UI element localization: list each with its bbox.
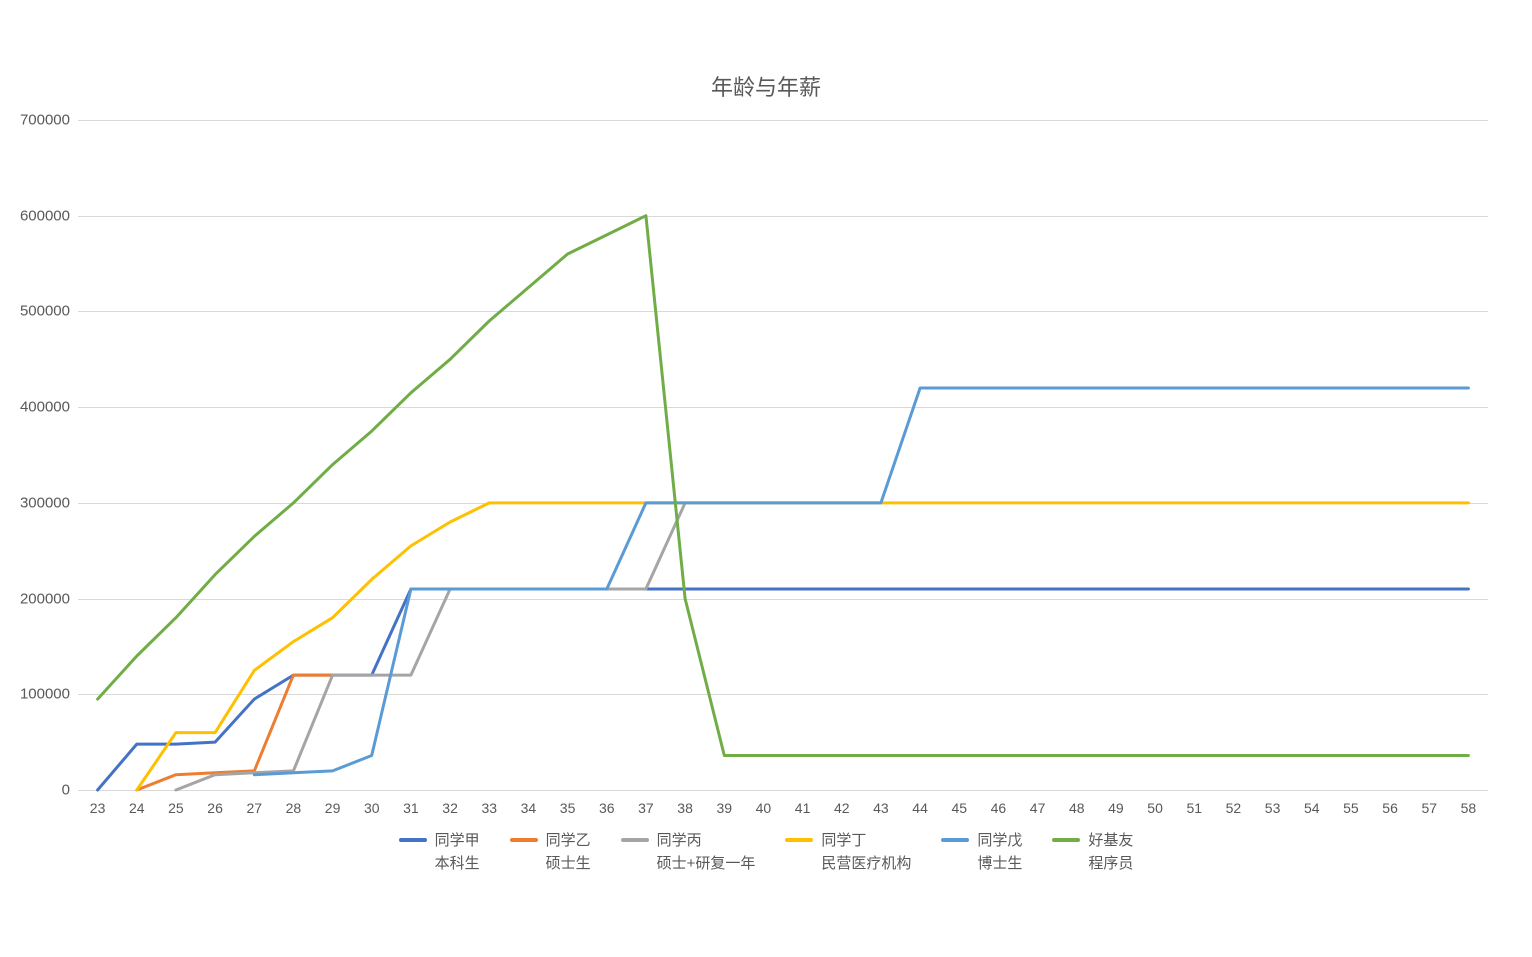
x-tick-label: 50 bbox=[1147, 800, 1163, 816]
plot-area bbox=[78, 120, 1488, 790]
x-tick-label: 53 bbox=[1265, 800, 1281, 816]
x-tick-label: 34 bbox=[521, 800, 537, 816]
x-tick-label: 29 bbox=[325, 800, 341, 816]
series-line bbox=[137, 503, 1469, 790]
x-tick-label: 37 bbox=[638, 800, 654, 816]
x-tick-label: 38 bbox=[677, 800, 693, 816]
chart-lines bbox=[78, 120, 1488, 790]
x-tick-label: 47 bbox=[1030, 800, 1046, 816]
y-tick-label: 100000 bbox=[20, 686, 70, 703]
legend-sublabel: 硕士生 bbox=[546, 853, 591, 876]
legend-item[interactable]: 同学丙硕士+研复一年 bbox=[621, 830, 756, 875]
legend-text: 同学戊博士生 bbox=[977, 830, 1022, 875]
x-tick-label: 49 bbox=[1108, 800, 1124, 816]
legend-swatch bbox=[1052, 838, 1080, 842]
x-tick-label: 27 bbox=[246, 800, 262, 816]
y-tick-label: 600000 bbox=[20, 207, 70, 224]
x-tick-label: 24 bbox=[129, 800, 145, 816]
y-tick-label: 0 bbox=[62, 782, 70, 799]
legend-sublabel: 程序员 bbox=[1088, 853, 1133, 876]
x-tick-label: 23 bbox=[90, 800, 106, 816]
legend-sublabel: 博士生 bbox=[977, 853, 1022, 876]
x-tick-label: 35 bbox=[560, 800, 576, 816]
x-tick-label: 26 bbox=[207, 800, 223, 816]
legend-label: 同学戊 bbox=[977, 830, 1022, 853]
x-tick-label: 48 bbox=[1069, 800, 1085, 816]
x-tick-label: 25 bbox=[168, 800, 184, 816]
legend-text: 同学乙硕士生 bbox=[546, 830, 591, 875]
x-tick-label: 36 bbox=[599, 800, 615, 816]
x-tick-label: 51 bbox=[1186, 800, 1202, 816]
x-tick-label: 52 bbox=[1226, 800, 1242, 816]
legend-sublabel: 硕士+研复一年 bbox=[657, 853, 756, 876]
legend-item[interactable]: 同学甲本科生 bbox=[399, 830, 480, 875]
y-tick-label: 500000 bbox=[20, 303, 70, 320]
legend-item[interactable]: 同学戊博士生 bbox=[941, 830, 1022, 875]
legend-text: 同学甲本科生 bbox=[435, 830, 480, 875]
x-tick-label: 31 bbox=[403, 800, 419, 816]
legend-text: 同学丙硕士+研复一年 bbox=[657, 830, 756, 875]
x-tick-label: 55 bbox=[1343, 800, 1359, 816]
x-tick-label: 56 bbox=[1382, 800, 1398, 816]
y-tick-label: 700000 bbox=[20, 112, 70, 129]
gridline bbox=[78, 790, 1488, 791]
legend-label: 同学甲 bbox=[435, 830, 480, 853]
legend-swatch bbox=[785, 838, 813, 842]
x-tick-label: 32 bbox=[442, 800, 458, 816]
x-tick-label: 30 bbox=[364, 800, 380, 816]
x-tick-label: 58 bbox=[1461, 800, 1477, 816]
x-tick-label: 44 bbox=[912, 800, 928, 816]
legend-swatch bbox=[941, 838, 969, 842]
legend-swatch bbox=[399, 838, 427, 842]
x-tick-label: 39 bbox=[716, 800, 732, 816]
legend-swatch bbox=[510, 838, 538, 842]
y-tick-label: 400000 bbox=[20, 399, 70, 416]
legend-item[interactable]: 同学丁民营医疗机构 bbox=[785, 830, 911, 875]
x-tick-label: 46 bbox=[991, 800, 1007, 816]
x-tick-label: 40 bbox=[756, 800, 772, 816]
legend-text: 好基友程序员 bbox=[1088, 830, 1133, 875]
legend-sublabel: 本科生 bbox=[435, 853, 480, 876]
x-tick-label: 45 bbox=[951, 800, 967, 816]
legend-label: 同学丙 bbox=[657, 830, 756, 853]
legend-item[interactable]: 好基友程序员 bbox=[1052, 830, 1133, 875]
x-tick-label: 43 bbox=[873, 800, 889, 816]
chart-container: 年龄与年薪 0 100000 200000 300000 400000 500000 600… bbox=[0, 0, 1532, 957]
y-tick-label: 200000 bbox=[20, 590, 70, 607]
x-tick-label: 41 bbox=[795, 800, 811, 816]
legend-text: 同学丁民营医疗机构 bbox=[821, 830, 911, 875]
legend-label: 同学乙 bbox=[546, 830, 591, 853]
x-tick-label: 57 bbox=[1421, 800, 1437, 816]
legend: 同学甲本科生 同学乙硕士生 同学丙硕士+研复一年 同学丁民营医疗机构 同学戊博士生 好基友… bbox=[0, 830, 1532, 875]
x-tick-label: 42 bbox=[834, 800, 850, 816]
x-tick-label: 28 bbox=[286, 800, 302, 816]
y-tick-label: 300000 bbox=[20, 494, 70, 511]
chart-title: 年龄与年薪 bbox=[0, 70, 1532, 102]
legend-sublabel: 民营医疗机构 bbox=[821, 853, 911, 876]
series-line bbox=[176, 503, 685, 790]
legend-label: 好基友 bbox=[1088, 830, 1133, 853]
legend-label: 同学丁 bbox=[821, 830, 911, 853]
legend-item[interactable]: 同学乙硕士生 bbox=[510, 830, 591, 875]
series-line bbox=[254, 388, 1468, 775]
legend-swatch bbox=[621, 838, 649, 842]
x-tick-label: 33 bbox=[481, 800, 497, 816]
series-line bbox=[98, 589, 1469, 790]
x-tick-label: 54 bbox=[1304, 800, 1320, 816]
